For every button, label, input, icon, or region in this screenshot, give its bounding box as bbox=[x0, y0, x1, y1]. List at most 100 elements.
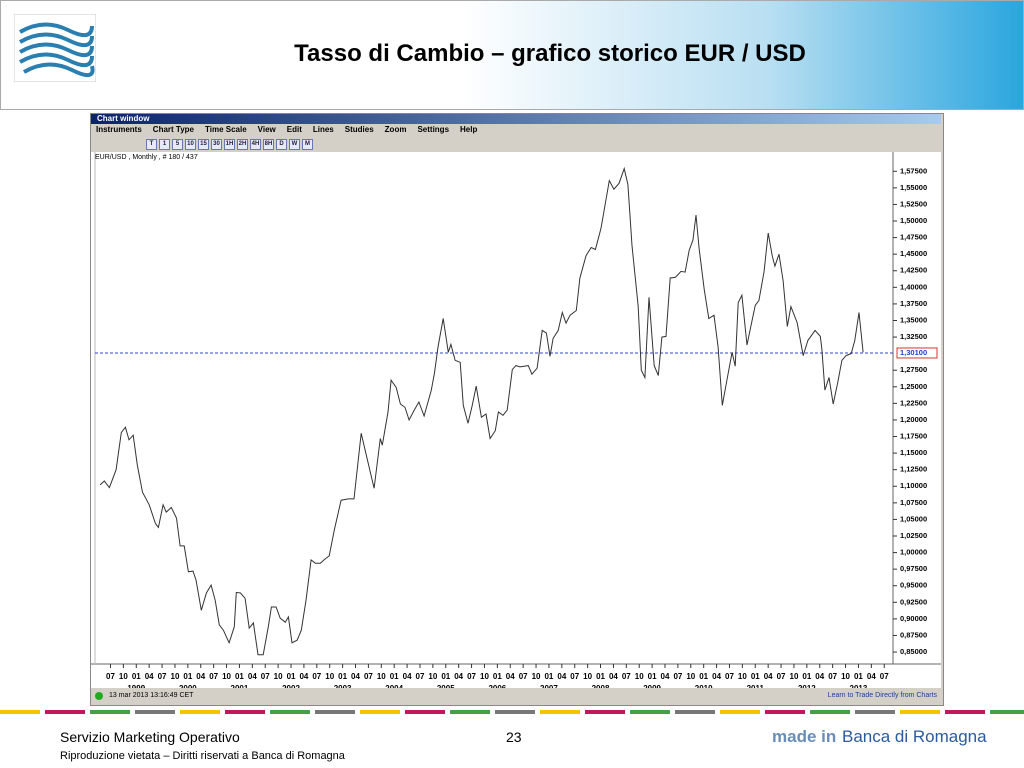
toolbar: T 1 5 10 15 30 1H 2H 4H 8H D W M bbox=[146, 139, 313, 150]
y-tick-label: 1,52500 bbox=[900, 199, 927, 208]
x-year-label: 1999 bbox=[127, 684, 145, 688]
menu-item[interactable]: Studies bbox=[344, 125, 374, 134]
menu-item[interactable]: Settings bbox=[417, 125, 450, 134]
x-tick-label: 01 bbox=[441, 672, 450, 681]
timeframe-button[interactable]: W bbox=[289, 139, 300, 150]
x-tick-label: 10 bbox=[738, 672, 747, 681]
menu-item[interactable]: Help bbox=[460, 125, 478, 134]
x-year-label: 2004 bbox=[385, 684, 403, 688]
y-tick-label: 1,50000 bbox=[900, 216, 927, 225]
y-tick-label: 0,97500 bbox=[900, 564, 927, 573]
x-tick-label: 01 bbox=[390, 672, 399, 681]
x-tick-label: 10 bbox=[274, 672, 283, 681]
x-tick-label: 04 bbox=[248, 672, 257, 681]
x-tick-label: 04 bbox=[506, 672, 515, 681]
x-year-label: 2001 bbox=[231, 684, 249, 688]
x-year-label: 2013 bbox=[850, 684, 868, 688]
timeframe-button[interactable]: 5 bbox=[172, 139, 183, 150]
x-tick-label: 01 bbox=[493, 672, 502, 681]
x-tick-label: 01 bbox=[132, 672, 141, 681]
menu-item[interactable]: Time Scale bbox=[205, 125, 247, 134]
x-tick-label: 07 bbox=[725, 672, 734, 681]
chart: EUR/USD , Monthly , # 180 / 437 0,85000 0… bbox=[91, 152, 941, 688]
timeframe-button[interactable]: M bbox=[302, 139, 313, 150]
x-year-label: 2012 bbox=[798, 684, 816, 688]
menu-item[interactable]: Chart Type bbox=[152, 125, 194, 134]
x-tick-label: 07 bbox=[467, 672, 476, 681]
current-price-box bbox=[896, 347, 938, 359]
y-tick-label: 1,27500 bbox=[900, 365, 927, 374]
y-tick-label: 1,57500 bbox=[900, 166, 927, 175]
x-tick-label: 01 bbox=[751, 672, 760, 681]
y-tick-label: 1,00000 bbox=[900, 548, 927, 557]
x-tick-label: 10 bbox=[686, 672, 695, 681]
timeframe-button[interactable]: 10 bbox=[185, 139, 196, 150]
x-tick-label: 07 bbox=[158, 672, 167, 681]
y-tick-label: 1,10000 bbox=[900, 481, 927, 490]
x-year-label: 2008 bbox=[592, 684, 610, 688]
menu-item[interactable]: Edit bbox=[286, 125, 302, 134]
x-tick-label: 07 bbox=[312, 672, 321, 681]
y-tick-label: 1,42500 bbox=[900, 266, 927, 275]
status-time: 13 mar 2013 13:16:49 CET bbox=[109, 692, 194, 699]
timeframe-button[interactable]: 1H bbox=[224, 139, 235, 150]
x-tick-label: 07 bbox=[570, 672, 579, 681]
y-tick-label: 0,90000 bbox=[900, 614, 927, 623]
x-tick-label: 04 bbox=[351, 672, 360, 681]
y-tick-label: 1,02500 bbox=[900, 531, 927, 540]
menu-item[interactable]: Zoom bbox=[384, 125, 407, 134]
status-link[interactable]: Learn to Trade Directly from Charts bbox=[827, 692, 937, 699]
x-tick-label: 04 bbox=[867, 672, 876, 681]
x-tick-label: 07 bbox=[106, 672, 115, 681]
timeframe-button[interactable]: 30 bbox=[211, 139, 222, 150]
x-year-label: 2011 bbox=[747, 684, 765, 688]
x-tick-label: 04 bbox=[764, 672, 773, 681]
x-tick-label: 04 bbox=[609, 672, 618, 681]
x-tick-label: 01 bbox=[596, 672, 605, 681]
timeframe-button[interactable]: 8H bbox=[263, 139, 274, 150]
timeframe-button[interactable]: D bbox=[276, 139, 287, 150]
menu-item[interactable]: View bbox=[257, 125, 276, 134]
x-year-label: 2006 bbox=[488, 684, 506, 688]
x-tick-label: 10 bbox=[428, 672, 437, 681]
x-tick-label: 01 bbox=[802, 672, 811, 681]
footer-strip bbox=[0, 710, 1024, 714]
x-tick-label: 04 bbox=[403, 672, 412, 681]
copyright: Riproduzione vietata – Diritti riservati… bbox=[60, 750, 345, 762]
chart-subtitle: EUR/USD , Monthly , # 180 / 437 bbox=[95, 154, 198, 161]
x-tick-label: 01 bbox=[544, 672, 553, 681]
x-year-label: 2007 bbox=[540, 684, 558, 688]
y-tick-label: 1,05000 bbox=[900, 514, 927, 523]
timeframe-button[interactable]: 4H bbox=[250, 139, 261, 150]
x-tick-label: 10 bbox=[532, 672, 541, 681]
x-tick-label: 10 bbox=[222, 672, 231, 681]
x-year-label: 2003 bbox=[334, 684, 352, 688]
menu-item[interactable]: Lines bbox=[312, 125, 334, 134]
header bbox=[0, 0, 1024, 110]
x-tick-label: 10 bbox=[790, 672, 799, 681]
x-year-label: 2002 bbox=[282, 684, 300, 688]
x-tick-label: 10 bbox=[583, 672, 592, 681]
logo bbox=[14, 14, 96, 82]
x-tick-label: 04 bbox=[145, 672, 154, 681]
timeframe-button[interactable]: T bbox=[146, 139, 157, 150]
timeframe-button[interactable]: 15 bbox=[198, 139, 209, 150]
y-tick-label: 0,92500 bbox=[900, 597, 927, 606]
x-tick-label: 01 bbox=[699, 672, 708, 681]
timeframe-button[interactable]: 2H bbox=[237, 139, 248, 150]
current-price-label: 1,30100 bbox=[900, 348, 927, 357]
x-year-label: 2010 bbox=[695, 684, 713, 688]
y-tick-label: 1,45000 bbox=[900, 249, 927, 258]
x-tick-label: 10 bbox=[119, 672, 128, 681]
timeframe-button[interactable]: 1 bbox=[159, 139, 170, 150]
chart-bg bbox=[91, 152, 941, 688]
x-tick-label: 01 bbox=[648, 672, 657, 681]
x-tick-label: 10 bbox=[325, 672, 334, 681]
menu-item[interactable]: Instruments bbox=[96, 125, 142, 134]
y-tick-label: 1,40000 bbox=[900, 282, 927, 291]
x-tick-label: 04 bbox=[712, 672, 721, 681]
footer-logo-name: Banca di Romagna bbox=[842, 727, 987, 746]
x-tick-label: 10 bbox=[171, 672, 180, 681]
y-tick-label: 0,85000 bbox=[900, 647, 927, 656]
